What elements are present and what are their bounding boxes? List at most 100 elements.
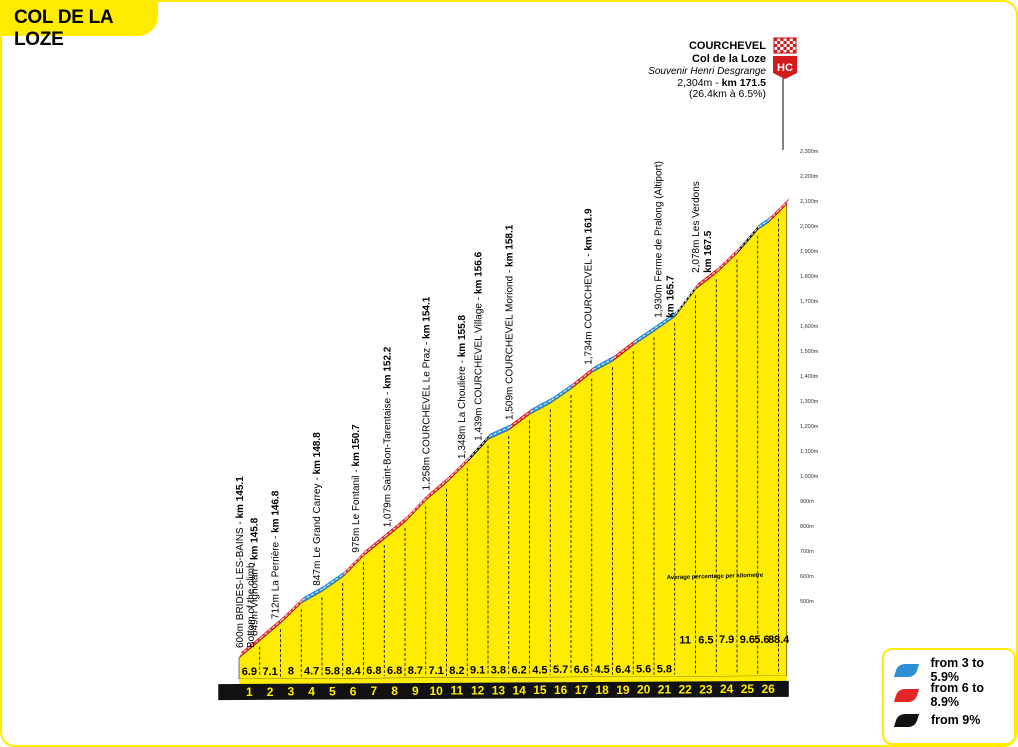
km-gradient-label: 6.4	[615, 664, 631, 676]
km-axis-label: 8	[391, 684, 398, 698]
waypoint-sublabel: Bottom of the climb	[246, 562, 257, 648]
road-centre-line	[509, 411, 531, 428]
road-segment	[425, 476, 449, 501]
km-axis-label: 9	[412, 684, 419, 698]
km-gradient-label: 8.4	[774, 634, 790, 646]
flag-check	[783, 41, 787, 44]
km-gradient-label: 9.1	[470, 665, 485, 677]
km-gradient-label: 6.5	[698, 634, 713, 646]
flag-check	[777, 41, 781, 44]
legend-swatch-blue-icon	[893, 663, 919, 677]
hc-category-badge	[773, 56, 797, 79]
summit-name: COURCHEVEL	[689, 40, 766, 52]
km-gradient-label: 3.8	[491, 665, 506, 677]
flag-check	[780, 50, 784, 53]
road-segment	[342, 549, 366, 577]
km-axis-label: 4	[308, 685, 315, 699]
legend-item-easy: from 3 to 5.9%	[893, 656, 1014, 684]
road-centre-line	[737, 226, 760, 251]
altitude-tick-label: 2,100m	[800, 199, 819, 205]
km-axis-label: 26	[761, 682, 775, 696]
road-segment	[259, 617, 283, 641]
flag-check	[792, 50, 796, 53]
km-gradient-label: 6.8	[366, 665, 381, 677]
legend-swatch-black-icon	[893, 713, 920, 727]
road-centre-line	[405, 497, 428, 520]
waypoint-km-label: km 165.7	[665, 275, 676, 318]
road-centre-line	[634, 327, 656, 343]
waypoint-label: 2,078m Les Verdons	[691, 181, 702, 273]
road-segment	[280, 597, 304, 624]
legend-item-medium: from 6 to 8.9%	[893, 681, 1014, 709]
flag-check	[789, 41, 793, 44]
altitude-tick-label: 1,100m	[800, 449, 819, 455]
km-axis-label: 25	[741, 682, 755, 696]
km-gradient-label: 4.5	[532, 664, 547, 676]
km-gradient-label: 8	[288, 666, 294, 678]
km-gradient-label: 5.6	[754, 634, 769, 646]
flag-check	[780, 38, 784, 41]
km-gradient-label: 7.1	[428, 665, 443, 677]
waypoint-label: 975m Le Fontanil - km 150.7	[351, 424, 362, 553]
waypoint-label: 847m Le Grand Carrey - km 148.8	[312, 432, 323, 586]
road-centre-line	[260, 619, 282, 639]
road-centre-line	[654, 313, 677, 329]
km-gradient-label: 9.6	[740, 634, 755, 646]
road-centre-line	[551, 385, 573, 401]
km-gradient-label: 6.2	[511, 664, 526, 676]
flag-check	[789, 47, 793, 50]
km-gradient-label: 7.9	[719, 634, 734, 646]
km-gradient-label: 6.6	[574, 664, 589, 676]
title-tab: COL DE LA LOZE	[0, 0, 158, 50]
road-centre-line	[468, 436, 490, 460]
altitude-tick-label: 1,900m	[800, 249, 819, 255]
km-axis-label: 7	[371, 684, 378, 698]
road-centre-line	[239, 637, 262, 656]
summit-subname: Col de la Loze	[692, 53, 766, 65]
altitude-tick-label: 900m	[800, 499, 814, 505]
road-segment	[571, 366, 595, 389]
km-axis-label: 3	[288, 685, 295, 699]
km-axis-label: 10	[429, 684, 443, 698]
km-gradient-label: 5.8	[325, 665, 340, 677]
km-gradient-label: 8.2	[449, 665, 464, 677]
flag-check	[780, 44, 784, 47]
road-segment	[716, 247, 740, 274]
km-axis-label: 15	[533, 683, 547, 697]
road-centre-line	[592, 357, 614, 370]
flag-check	[777, 47, 781, 50]
altitude-tick-label: 1,800m	[800, 274, 819, 280]
km-gradient-label: 4.5	[594, 664, 609, 676]
road-centre-line	[322, 573, 345, 589]
km-axis-label: 2	[267, 685, 274, 699]
km-gradient-label: 8.4	[345, 665, 361, 677]
km-gradient-label: 5.7	[553, 664, 568, 676]
waypoint-label: 1,930m Ferme de Pralong (Altiport)	[653, 161, 664, 318]
km-axis-label: 17	[575, 683, 589, 697]
km-axis-label: 19	[616, 683, 630, 697]
road-centre-line	[302, 587, 324, 601]
km-axis-label: 20	[637, 683, 651, 697]
km-gradient-label: 5.8	[657, 664, 672, 676]
flag-check	[783, 47, 787, 50]
altitude-tick-label: 700m	[800, 549, 814, 555]
km-axis-label: 18	[595, 683, 609, 697]
km-axis-label: 14	[512, 683, 526, 697]
km-axis-label: 12	[471, 684, 485, 698]
summit-stats: 2,304m - km 171.5	[677, 77, 766, 89]
km-axis-label: 5	[329, 684, 336, 698]
km-axis-label: 6	[350, 684, 357, 698]
km-gradient-label: 7.1	[262, 666, 277, 678]
waypoint-km-label: km 167.5	[703, 230, 714, 273]
road-segment	[612, 339, 636, 362]
legend-label: from 9%	[931, 713, 981, 727]
altitude-tick-label: 1,500m	[800, 349, 819, 355]
finish-flag-icon	[773, 37, 797, 54]
km-axis-label: 22	[678, 682, 692, 696]
flag-check	[786, 44, 790, 47]
altitude-tick-label: 1,400m	[800, 374, 819, 380]
waypoint-label: 1,439m COURCHEVEL Village - km 156.6	[474, 251, 485, 440]
flag-check	[774, 38, 778, 41]
